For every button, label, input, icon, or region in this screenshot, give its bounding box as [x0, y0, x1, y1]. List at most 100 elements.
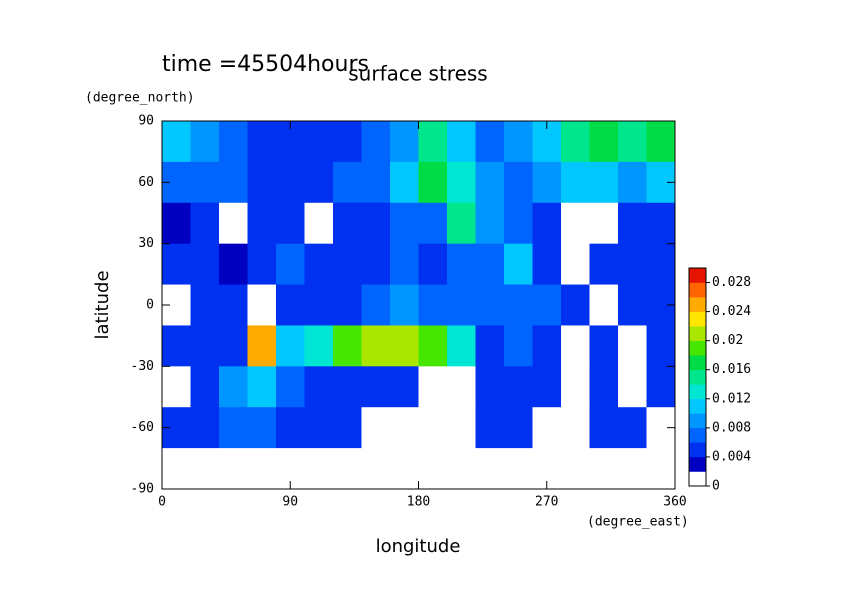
cell	[447, 243, 476, 286]
cell	[618, 202, 647, 245]
y-tick-label: 60	[138, 175, 154, 190]
cell	[361, 325, 391, 367]
cell	[618, 366, 647, 408]
colorbar-swatch	[689, 427, 706, 443]
cell	[162, 121, 191, 163]
x-axis-label: longitude	[376, 536, 461, 557]
cell	[390, 366, 419, 408]
y-tick-label: 30	[138, 236, 154, 251]
cell	[475, 243, 505, 286]
cell	[618, 243, 647, 286]
cell	[390, 202, 419, 245]
cell	[418, 366, 448, 408]
cell	[304, 121, 334, 163]
cell	[447, 202, 476, 245]
cell	[162, 243, 191, 286]
cell	[219, 366, 248, 408]
cell	[333, 448, 362, 490]
cell	[475, 366, 505, 408]
colorbar-swatch	[689, 413, 706, 429]
cell	[361, 243, 391, 286]
y-tick-label: 90	[138, 114, 154, 129]
cell	[276, 243, 305, 286]
cell	[561, 325, 590, 367]
x-tick-label: 270	[535, 495, 558, 510]
cell	[390, 448, 419, 490]
cell	[361, 161, 391, 204]
cell	[561, 121, 590, 163]
cell	[190, 366, 220, 408]
cell	[504, 407, 533, 449]
cell	[390, 325, 419, 367]
cell	[646, 448, 676, 490]
cell	[162, 202, 191, 245]
cell	[333, 325, 362, 367]
cell	[447, 325, 476, 367]
cell	[162, 366, 191, 408]
cell	[304, 448, 334, 490]
cell	[447, 448, 476, 490]
cell	[475, 202, 505, 245]
colorbar-swatch	[689, 340, 706, 356]
y-axis-label: latitude	[92, 270, 113, 339]
cell	[276, 161, 305, 204]
cell	[475, 325, 505, 367]
cell	[475, 284, 505, 326]
cell	[646, 121, 676, 163]
colorbar-swatch	[689, 268, 706, 283]
cell	[532, 243, 562, 286]
colorbar-swatch	[689, 369, 706, 385]
cell	[589, 202, 619, 245]
cell	[589, 243, 619, 286]
cell	[247, 121, 277, 163]
cell	[504, 121, 533, 163]
cell	[618, 448, 647, 490]
colorbar-tick-label: 0.028	[712, 275, 751, 290]
cell	[561, 366, 590, 408]
cell	[333, 407, 362, 449]
cell	[618, 121, 647, 163]
cell	[219, 243, 248, 286]
cell	[247, 284, 277, 326]
cell	[276, 407, 305, 449]
cell	[219, 202, 248, 245]
cell	[190, 325, 220, 367]
cell	[361, 407, 391, 449]
cell	[532, 284, 562, 326]
cell	[304, 161, 334, 204]
colorbar-swatch	[689, 384, 706, 400]
cell	[618, 284, 647, 326]
cell	[247, 325, 277, 367]
y-tick-label: -90	[131, 482, 154, 497]
cell	[190, 243, 220, 286]
cell	[418, 407, 448, 449]
y-tick-label: 0	[146, 298, 154, 313]
cell	[361, 121, 391, 163]
y-tick-label: -60	[131, 420, 154, 435]
colorbar-tick-label: 0.02	[712, 333, 743, 348]
cell	[333, 366, 362, 408]
cell	[561, 448, 590, 490]
cell	[219, 448, 248, 490]
cell	[504, 366, 533, 408]
cell	[532, 325, 562, 367]
cell	[333, 121, 362, 163]
cell	[333, 202, 362, 245]
cell	[418, 243, 448, 286]
cell	[532, 161, 562, 204]
colorbar-swatch	[689, 471, 706, 487]
cell	[618, 325, 647, 367]
cell	[219, 161, 248, 204]
cell	[418, 284, 448, 326]
cell	[247, 448, 277, 490]
colorbar-tick-label: 0	[712, 479, 720, 494]
cell	[333, 243, 362, 286]
cell	[504, 284, 533, 326]
x-tick-label: 90	[282, 495, 298, 510]
cell	[475, 448, 505, 490]
cell	[333, 161, 362, 204]
colorbar-swatch	[689, 297, 706, 312]
cell	[219, 284, 248, 326]
cell	[447, 366, 476, 408]
